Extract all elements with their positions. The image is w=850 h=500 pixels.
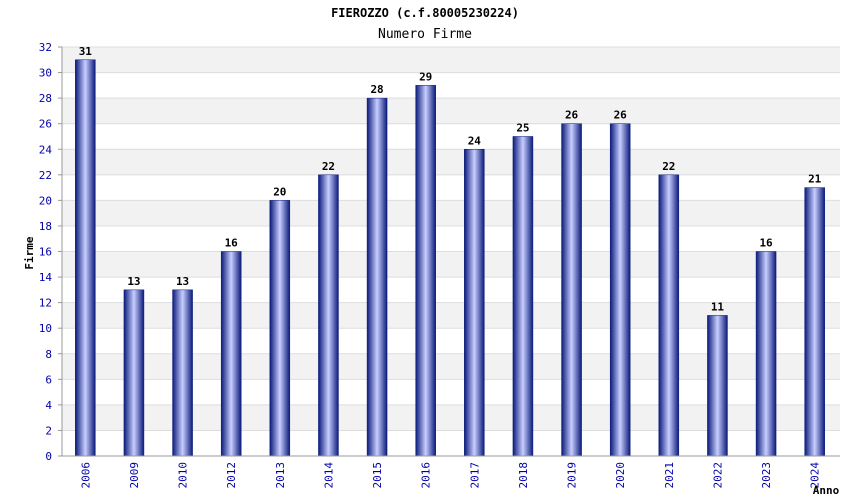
x-tick-label: 2024 (809, 462, 822, 489)
y-tick-label: 28 (39, 92, 52, 105)
background-band (62, 200, 840, 226)
value-label: 13 (176, 275, 189, 288)
bar-2010 (172, 289, 193, 457)
y-tick-label: 24 (39, 143, 53, 156)
x-tick-label: 2023 (760, 462, 773, 489)
x-tick-label: 2021 (663, 462, 676, 489)
bar-2016 (415, 85, 436, 457)
bar-2015 (366, 97, 388, 457)
y-tick-label: 4 (45, 399, 52, 412)
y-axis-title: Firme (23, 236, 36, 269)
value-label: 21 (808, 173, 822, 186)
x-tick-label: 2020 (614, 462, 627, 489)
x-tick-label: 2012 (225, 462, 238, 489)
value-label: 28 (370, 83, 383, 96)
bar-2017 (464, 149, 485, 457)
y-tick-label: 8 (45, 348, 52, 361)
background-band (62, 251, 840, 278)
value-label: 25 (516, 121, 529, 134)
bar-2012 (220, 251, 242, 457)
bar-2020 (609, 123, 631, 457)
x-tick-label: 2015 (371, 462, 384, 489)
x-tick-label: 2014 (322, 462, 335, 489)
x-axis-ticks: 2006 2009 2010 2012 2013 2014 2015 2016 2017 2018… (79, 462, 821, 489)
bar-2022 (707, 315, 728, 457)
x-tick-label: 2018 (517, 462, 530, 489)
bar-2019 (561, 123, 582, 457)
y-tick-label: 30 (39, 67, 52, 80)
y-tick-label: 32 (39, 41, 52, 54)
value-label: 16 (225, 237, 239, 250)
value-label: 31 (79, 45, 93, 58)
value-label: 29 (419, 70, 432, 83)
bar-2009 (123, 289, 145, 457)
value-label: 16 (759, 237, 773, 250)
background-band (62, 98, 840, 124)
value-label: 13 (127, 275, 140, 288)
value-labels: 31 13 13 16 20 22 28 29 24 25 26 26 22 11 16 21 (79, 45, 822, 314)
bar-2018 (512, 136, 534, 457)
y-tick-label: 10 (39, 322, 52, 335)
x-tick-label: 2009 (128, 462, 141, 489)
x-tick-label: 2019 (566, 462, 579, 489)
bar-2021 (658, 174, 680, 457)
background-band (62, 47, 840, 73)
bar-2006 (75, 59, 96, 457)
y-tick-label: 26 (39, 118, 52, 131)
value-label: 11 (711, 300, 725, 313)
y-tick-label: 6 (45, 373, 52, 386)
bar-2024 (804, 187, 825, 457)
y-tick-label: 12 (39, 297, 52, 310)
x-tick-label: 2006 (79, 462, 92, 489)
y-tick-label: 2 (45, 424, 52, 437)
bars (75, 59, 825, 457)
x-tick-label: 2022 (711, 462, 724, 489)
value-label: 22 (322, 160, 335, 173)
y-tick-label: 16 (39, 246, 52, 259)
bar-2013 (269, 200, 291, 457)
value-label: 20 (273, 185, 286, 198)
chart-title: FIEROZZO (c.f.80005230224) (331, 6, 519, 20)
y-tick-label: 18 (39, 220, 52, 233)
value-label: 26 (565, 109, 579, 122)
background-band (62, 149, 840, 175)
chart-subtitle: Numero Firme (378, 27, 472, 42)
x-tick-label: 2013 (274, 462, 287, 489)
value-label: 26 (614, 109, 628, 122)
y-tick-label: 0 (45, 450, 52, 463)
x-tick-label: 2017 (468, 462, 481, 489)
value-label: 24 (468, 134, 482, 147)
y-tick-label: 20 (39, 194, 52, 207)
bar-2023 (755, 251, 777, 457)
x-axis-title: Anno (813, 484, 840, 497)
value-label: 22 (662, 160, 675, 173)
x-tick-label: 2010 (177, 462, 190, 489)
x-tick-label: 2016 (420, 462, 433, 489)
y-tick-label: 14 (39, 271, 53, 284)
y-tick-label: 22 (39, 169, 52, 182)
bar-2014 (318, 174, 339, 457)
